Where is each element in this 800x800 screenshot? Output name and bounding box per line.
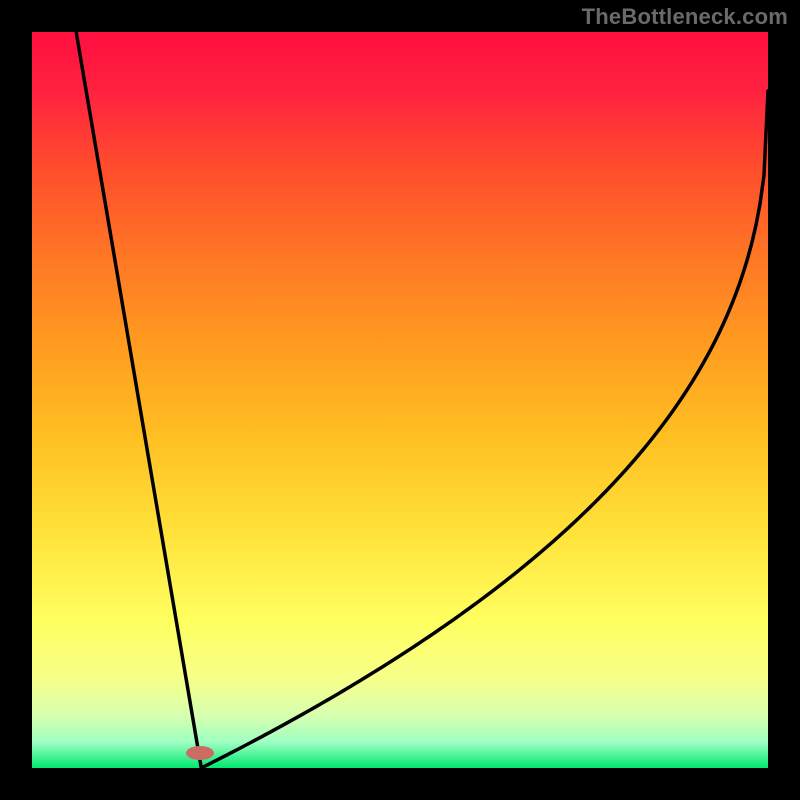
bottleneck-curve [32,32,768,768]
optimal-point-marker [186,746,214,760]
chart-container: TheBottleneck.com [0,0,800,800]
plot-area [32,32,768,768]
watermark-label: TheBottleneck.com [582,4,788,30]
curve-path [76,32,768,768]
